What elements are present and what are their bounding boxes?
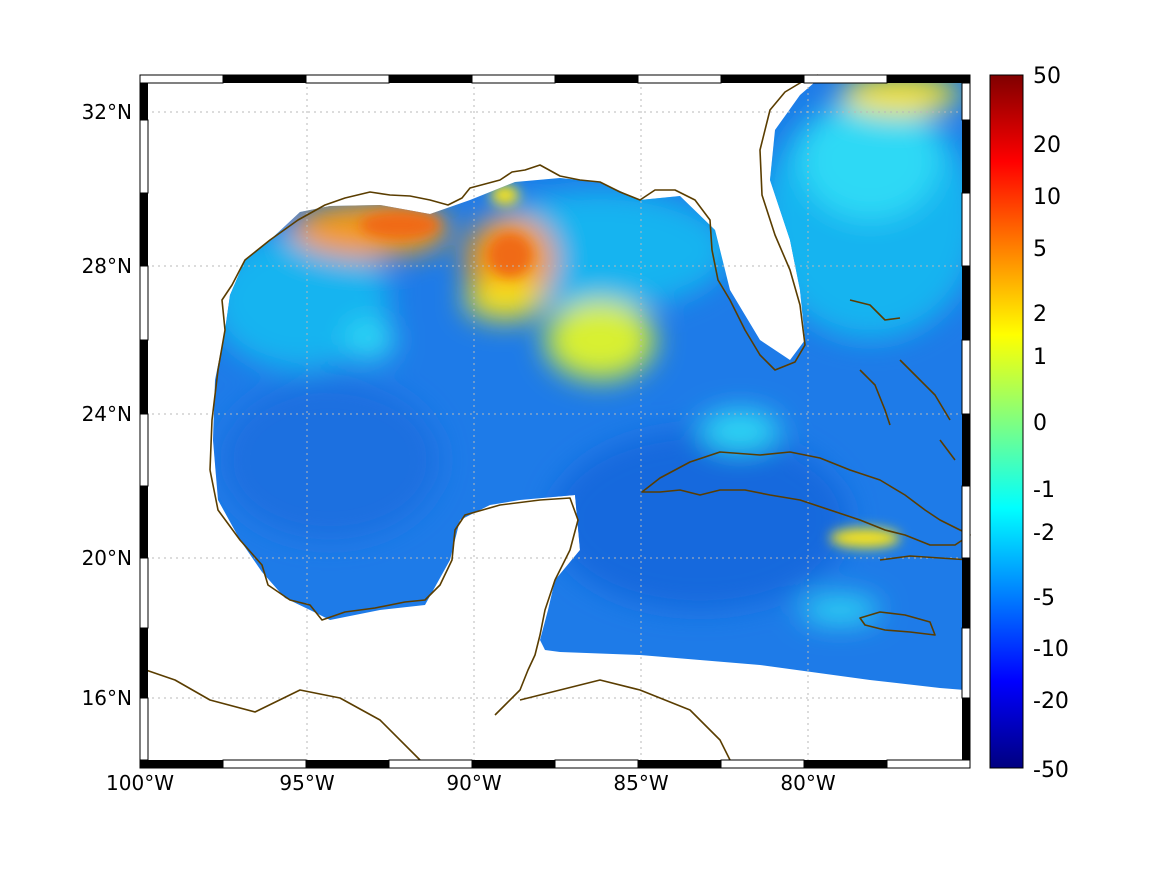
lon-tick-label: 90°W [446, 771, 501, 795]
colorbar-label: -1 [1033, 478, 1055, 503]
colorbar-label: 0 [1033, 411, 1047, 436]
frame-left [139, 83, 149, 761]
colorbar-label: -2 [1033, 521, 1055, 546]
lon-tick-labels: 100°W 95°W 90°W 85°W 80°W [106, 771, 836, 795]
frame-right [961, 82, 971, 760]
central-america-coast [139, 667, 731, 761]
mexico-coast [209, 469, 579, 716]
hispaniola [879, 555, 971, 561]
colorbar-label: -50 [1033, 758, 1069, 783]
colorbar-label: 20 [1033, 133, 1061, 158]
lat-tick-label: 24°N [82, 402, 132, 426]
colorbar-label: -10 [1033, 637, 1069, 662]
lon-tick-label: 95°W [279, 771, 334, 795]
colorbar-label: 50 [1033, 64, 1061, 89]
colorbar-label: -20 [1033, 689, 1069, 714]
lat-tick-label: 32°N [82, 100, 132, 124]
frame-top [139, 74, 970, 84]
gridlines [140, 75, 970, 768]
data-field [213, 82, 965, 690]
colorbar-labels: 50 20 10 5 2 1 0 -1 -2 -5 -10 -20 -50 [1033, 64, 1069, 783]
colorbar-label: 2 [1033, 302, 1047, 327]
jamaica [859, 611, 936, 636]
lat-tick-label: 28°N [82, 254, 132, 278]
colorbar-gradient [989, 74, 1024, 769]
colorbar-label: 5 [1033, 237, 1047, 262]
lat-tick-labels: 32°N 28°N 24°N 20°N 16°N [82, 100, 132, 710]
lon-tick-label: 100°W [106, 771, 174, 795]
coastlines [139, 74, 971, 761]
map-frame [139, 74, 971, 769]
us-gulf-coast [209, 74, 819, 471]
lat-tick-label: 16°N [82, 686, 132, 710]
bahamas [849, 299, 956, 461]
lon-tick-label: 85°W [613, 771, 668, 795]
lat-tick-label: 20°N [82, 546, 132, 570]
colorbar-label: -5 [1033, 586, 1055, 611]
colorbar-label: 10 [1033, 185, 1061, 210]
lon-tick-label: 80°W [780, 771, 835, 795]
colorbar: 50 20 10 5 2 1 0 -1 -2 -5 -10 -20 -50 [989, 64, 1069, 783]
colorbar-label: 1 [1033, 345, 1047, 370]
frame-bottom [140, 759, 971, 769]
